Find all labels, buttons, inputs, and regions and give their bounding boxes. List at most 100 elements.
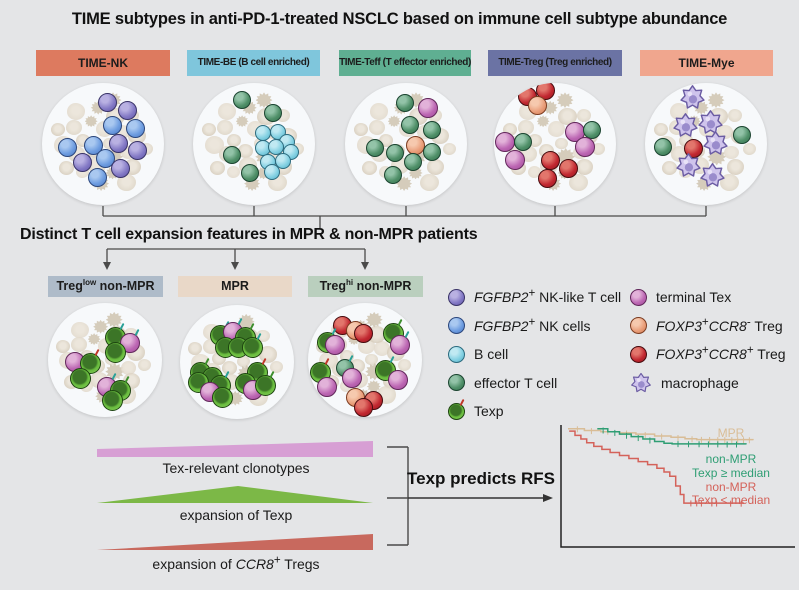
stroma-blob [93,319,109,334]
stroma-blob [707,92,725,108]
stroma-blob [556,92,574,108]
stroma-blob [221,361,237,376]
stroma-blob [75,165,89,178]
ccr8-tregs-expansion-label: expansion of CCR8+ Tregs [152,553,320,572]
mac-legend-icon [630,372,652,394]
stroma-blob [270,360,284,373]
immune-cell-teff [233,91,251,109]
treg8n-legend-icon [630,317,647,335]
immune-cell-tex [317,377,337,397]
immune-cell-nkT [110,158,130,178]
macrophage-cell [672,112,699,139]
cell-legend-column-2: terminal Tex FOXP3+CCR8- Treg FOXP3+CCR8+ … [630,283,786,397]
stroma-blob [661,161,677,176]
nkT-legend-icon [448,288,465,306]
stroma-blob [653,122,668,136]
stroma-blob [719,173,739,192]
nk-legend-icon [448,317,465,335]
immune-cell-b [275,153,291,169]
stroma-blob [365,311,383,328]
treg8p-legend-icon [630,345,647,363]
tumor-circle [645,83,767,205]
legend-item-label: FOXP3+CCR8- Treg [656,315,783,334]
stroma-blob [426,159,444,176]
macrophage-cell [675,152,702,179]
stroma-blob [398,358,412,371]
stroma-blob [236,355,250,368]
km-curve [568,427,754,441]
stroma-blob [374,341,391,357]
immune-cell-teff [448,374,465,392]
immune-cell-teff [241,164,259,182]
stroma-blob [217,103,236,120]
immune-cell-treg8n [527,95,547,115]
stroma-blob [387,115,401,128]
bracket-connector-top [102,206,707,228]
plot-axes [560,425,795,548]
stroma-blob [576,109,591,123]
legend-item: FOXP3+CCR8+ Treg [630,340,786,369]
stroma-blob [66,103,85,120]
stroma-blob [58,161,74,176]
immune-cell-tex [342,368,362,388]
stroma-blob [369,103,388,120]
km-curve-label: non-MPR [706,452,757,466]
stroma-blob [591,143,605,156]
stroma-blob [364,353,378,366]
stroma-blob [56,340,71,354]
stroma-blob [361,161,377,176]
immune-cell-nk [83,135,103,155]
immune-cell-treg8p [630,345,647,363]
tumor-circle [48,303,162,417]
stroma-blob [87,333,101,346]
texp-legend-icon [448,398,465,420]
legend-item-label: FGFBP2+ NK cells [474,315,591,334]
km-curve [597,427,747,445]
km-curve-label: MPR [718,426,745,440]
immune-cell-nk [448,317,465,335]
stroma-blob [235,115,249,128]
stroma-blob [217,119,234,135]
stroma-blob [727,109,742,123]
immune-cell-tex [630,288,647,306]
immune-cell-texp [254,370,276,396]
immune-cell-texp [101,389,123,411]
stroma-blob [742,143,756,156]
legend-item-label: FGFBP2+ NK-like T cell [474,286,622,306]
gradient-wedges [97,441,373,550]
subtype-box: TIME-Treg (Treg enriched) [488,50,622,76]
legend-item-label: effector T cell [474,374,558,391]
immune-cell-treg8p [558,158,578,178]
tumor-circle [193,83,315,205]
immune-cell-nkT [448,288,465,306]
b-legend-icon [448,345,465,363]
response-group-label: MPR [178,276,292,297]
tumor-circle [345,83,467,205]
immune-cell-nk [87,167,107,187]
macrophage-cell [702,130,729,157]
immune-cell-treg8p [353,397,373,417]
km-curve-label: non-MPR [706,480,757,494]
immune-cell-b [264,164,280,180]
legend-item: effector T cell [448,369,621,398]
immune-cell-teff [366,139,384,157]
subtype-box: TIME-BE (B cell enriched) [187,50,320,76]
stroma-blob [724,145,740,160]
tumor-circle [42,83,164,205]
stroma-blob [201,122,216,136]
immune-cell-nk [57,137,77,157]
stroma-blob [66,119,83,135]
legend-item-label: B cell [474,346,509,363]
bracket-connector-groups [103,248,369,270]
stroma-blob [536,115,550,128]
stroma-blob [558,107,578,126]
immune-cell-texp [211,386,233,408]
immune-cell-tex [495,132,515,152]
immune-cell-nk [125,118,145,138]
immune-cell-nkT [117,100,137,120]
section2-heading: Distinct T cell expansion features in MP… [20,226,478,243]
stroma-blob [70,321,89,339]
legend-item: terminal Tex [630,283,786,312]
immune-cell-teff [733,126,751,144]
